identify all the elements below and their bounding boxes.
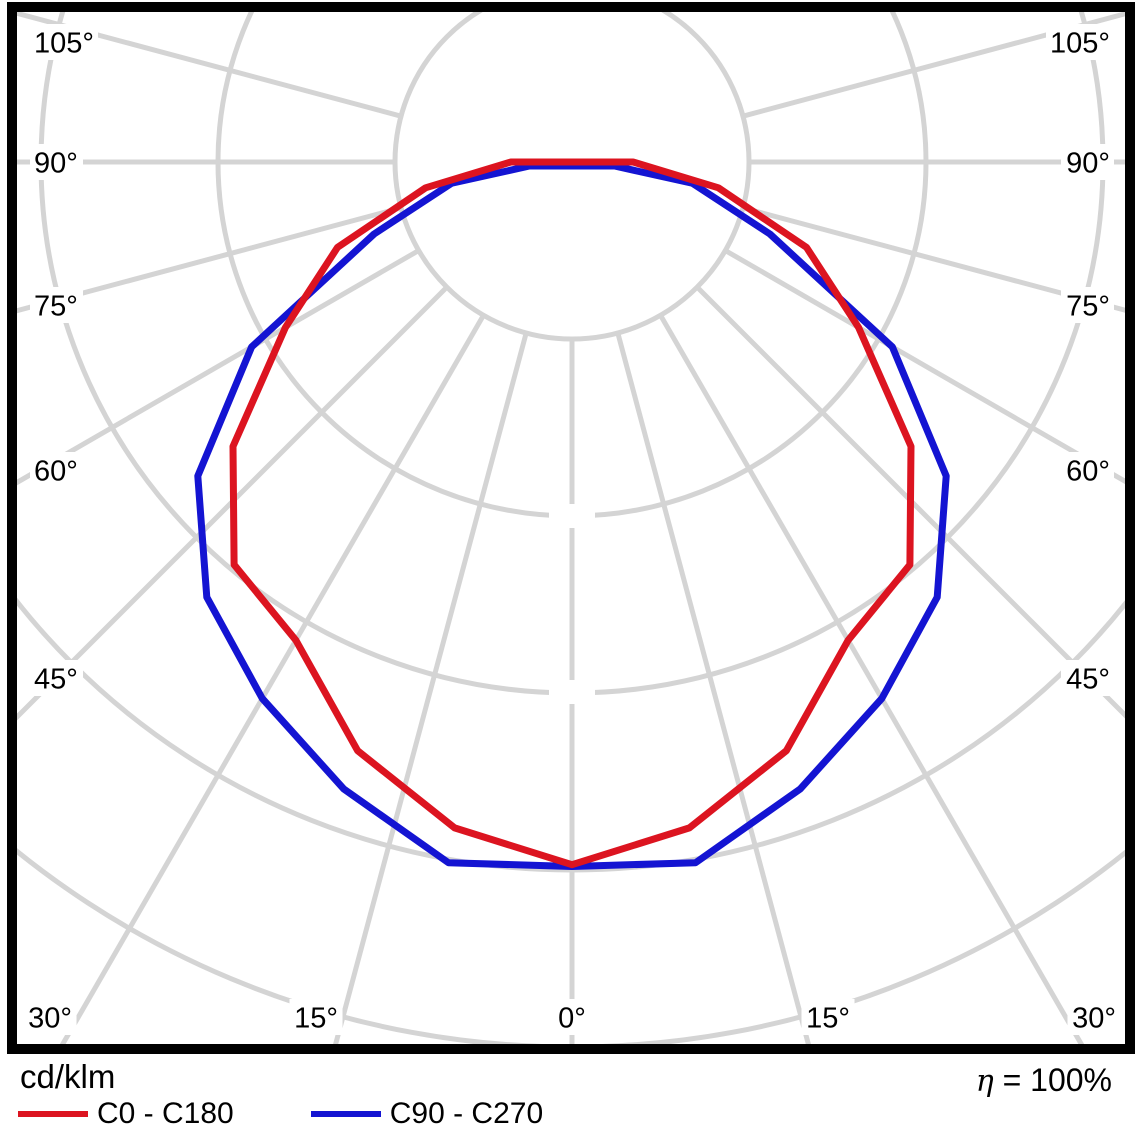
ring-label-gap	[549, 504, 595, 528]
label-backing	[30, 144, 83, 180]
efficiency-label: η = 100%	[976, 1062, 1112, 1099]
label-backing	[1061, 144, 1114, 180]
label-backing	[30, 452, 83, 488]
angle-label: 75°	[34, 290, 78, 322]
legend-item-c90-c270: C90 - C270	[310, 1097, 544, 1131]
angle-label: 90°	[1066, 147, 1110, 179]
label-backing	[30, 24, 98, 60]
unit-label: cd/klm	[20, 1058, 116, 1095]
label-backing	[553, 999, 591, 1035]
angle-label: 45°	[34, 663, 78, 695]
grid-angle-line	[59, 314, 486, 1044]
angle-label: 0°	[558, 1002, 586, 1034]
label-backing	[1067, 999, 1121, 1035]
label-backing	[801, 999, 855, 1035]
c0-c180-line-swatch	[18, 1111, 88, 1117]
grid-angle-line	[742, 12, 1125, 119]
angle-label: 90°	[34, 147, 78, 179]
grid-angle-line	[17, 12, 402, 119]
ring-label-gap	[549, 680, 595, 704]
label-backing	[1061, 452, 1114, 488]
c90-c270-line-swatch	[310, 1111, 381, 1117]
eta-value: = 100%	[1002, 1062, 1112, 1098]
curve-c0-c180	[229, 158, 915, 869]
angle-label: 75°	[1066, 290, 1110, 322]
legend-item-c0-c180: C0 - C180	[18, 1097, 234, 1131]
angle-label: 15°	[806, 1002, 850, 1034]
plot-border	[7, 2, 1135, 1054]
angle-label: 30°	[28, 1002, 72, 1034]
grid-angle-line	[17, 248, 420, 486]
angle-label: 105°	[1050, 27, 1110, 59]
grid-angle-line	[742, 205, 1125, 313]
label-backing	[1061, 287, 1114, 323]
grid-angle-line	[17, 285, 449, 721]
label-backing	[1061, 660, 1114, 696]
angle-label: 60°	[1066, 455, 1110, 487]
label-backing	[1046, 24, 1114, 60]
label-backing	[30, 287, 83, 323]
label-backing	[30, 660, 83, 696]
angle-label: 105°	[34, 27, 94, 59]
grid-angle-line	[17, 205, 402, 314]
label-backing	[289, 999, 343, 1035]
legend-label-c90-c270: C90 - C270	[389, 1097, 544, 1130]
angle-label: 60°	[34, 455, 78, 487]
legend: C0 - C180 C90 - C270	[18, 1096, 543, 1132]
angle-label: 45°	[1066, 663, 1110, 695]
grid-angle-line	[658, 314, 1085, 1044]
plot-area: 105° 90° 75° 60° 45° 105° 90° 75° 60° 45° 30° 15° 0°…	[17, 12, 1125, 1044]
curve-c90-c270	[194, 162, 950, 870]
angle-label: 15°	[294, 1002, 338, 1034]
angle-label: 30°	[1072, 1002, 1116, 1034]
label-backing	[23, 999, 77, 1035]
polar-intensity-chart: 105° 90° 75° 60° 45° 105° 90° 75° 60° 45° 30° 15° 0°…	[7, 2, 1135, 1054]
eta-symbol: η	[975, 1064, 994, 1099]
grid-angle-line	[695, 285, 1125, 719]
legend-label-c0-c180: C0 - C180	[97, 1097, 234, 1130]
grid-angle-line	[724, 248, 1125, 485]
